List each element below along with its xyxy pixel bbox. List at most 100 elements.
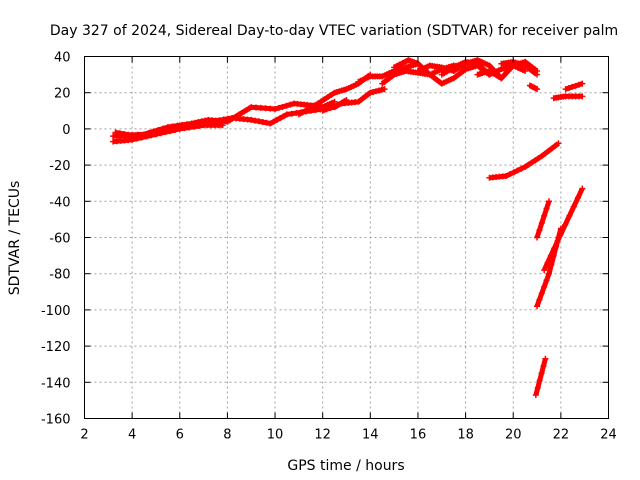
data-point	[538, 290, 545, 297]
data-point	[534, 71, 541, 78]
x-tick-label: 12	[314, 428, 331, 443]
data-point	[570, 203, 577, 210]
x-tick-label: 8	[223, 428, 231, 443]
series-track-17	[562, 80, 586, 93]
data-point	[536, 377, 543, 384]
data-point	[566, 212, 573, 219]
data-point	[277, 115, 284, 122]
data-point	[110, 133, 117, 140]
data-point	[144, 130, 151, 137]
data-point	[562, 86, 569, 93]
chart-title: Day 327 of 2024, Sidereal Day-to-day VTE…	[50, 23, 618, 39]
data-point	[562, 221, 569, 228]
data-point	[522, 163, 529, 170]
series-track-16	[550, 93, 586, 102]
data-point	[579, 80, 586, 87]
data-point	[538, 153, 545, 160]
data-point	[381, 86, 388, 93]
x-tick-label: 6	[176, 428, 184, 443]
data-point	[160, 127, 167, 134]
y-tick-label: -120	[41, 340, 71, 355]
y-tick-label: 40	[54, 51, 71, 66]
y-tick-label: -60	[49, 232, 70, 247]
y-tick-label: -100	[41, 304, 71, 319]
y-tick-label: -80	[49, 268, 70, 283]
data-point	[545, 147, 552, 154]
series-track-10	[391, 57, 493, 87]
data-point	[311, 102, 318, 109]
data-point	[555, 140, 562, 147]
x-tick-label: 18	[457, 428, 474, 443]
data-point	[324, 94, 331, 101]
data-point	[543, 277, 550, 284]
data-point	[534, 234, 541, 241]
y-axis-ticks: 40 20 0 -20 -40 -60 -80 -100 -120 -140 -160	[41, 51, 609, 428]
x-tick-label: 16	[410, 428, 427, 443]
data-point	[283, 102, 290, 109]
data-point	[522, 67, 529, 74]
x-tick-label: 10	[267, 428, 284, 443]
x-tick-label: 14	[362, 428, 379, 443]
data-point	[532, 391, 539, 398]
data-point	[579, 93, 586, 100]
x-tick-label: 22	[553, 428, 570, 443]
data-point	[548, 145, 555, 152]
series-track-15	[526, 82, 541, 93]
data-point	[542, 355, 549, 362]
data-point	[545, 270, 552, 277]
data-point	[219, 122, 226, 129]
data-point	[506, 171, 513, 178]
data-point	[328, 91, 335, 98]
data-point	[551, 245, 558, 252]
data-point	[514, 167, 521, 174]
series-track-3	[112, 115, 236, 140]
data-point	[319, 107, 326, 114]
data-point	[554, 238, 561, 245]
data-point	[541, 212, 548, 219]
data-point	[331, 103, 338, 110]
data-point	[270, 118, 277, 125]
data-point	[307, 104, 314, 111]
data-point	[532, 157, 539, 164]
data-point	[540, 363, 547, 370]
series-track-18	[486, 140, 562, 181]
data-point	[133, 133, 140, 140]
data-point	[565, 84, 572, 91]
series-track-19	[534, 198, 552, 241]
y-tick-label: 0	[62, 123, 70, 138]
y-tick-label: -40	[49, 195, 70, 210]
data-point	[534, 86, 541, 93]
data-point	[535, 155, 542, 162]
data-point	[544, 259, 551, 266]
series-track-22	[532, 355, 549, 398]
y-tick-label: -160	[41, 413, 71, 428]
grid-lines	[84, 56, 609, 419]
data-point	[323, 106, 330, 113]
data-point	[541, 267, 548, 274]
x-axis-ticks: 2 4 6 8 10 12 14 16 18 20 22 24	[80, 56, 617, 443]
data-point	[154, 128, 161, 135]
data-point	[164, 126, 171, 133]
data-point	[545, 198, 552, 205]
series-track-21	[541, 185, 586, 274]
data-point	[525, 161, 532, 168]
data-point	[547, 252, 554, 259]
data-point	[280, 113, 287, 120]
data-point	[518, 165, 525, 172]
data-point	[327, 104, 334, 111]
data-point	[272, 105, 279, 112]
data-point	[314, 100, 321, 107]
x-tick-label: 2	[80, 428, 88, 443]
y-axis-label: SDTVAR / TECUs	[7, 181, 23, 296]
data-point	[572, 82, 579, 89]
data-point	[536, 227, 543, 234]
data-point	[575, 81, 582, 88]
data-point	[538, 370, 545, 377]
data-point	[579, 185, 586, 192]
data-point	[538, 220, 545, 227]
data-point	[534, 384, 541, 391]
data-point	[534, 303, 541, 310]
data-point	[179, 123, 186, 130]
data-point	[275, 104, 282, 111]
